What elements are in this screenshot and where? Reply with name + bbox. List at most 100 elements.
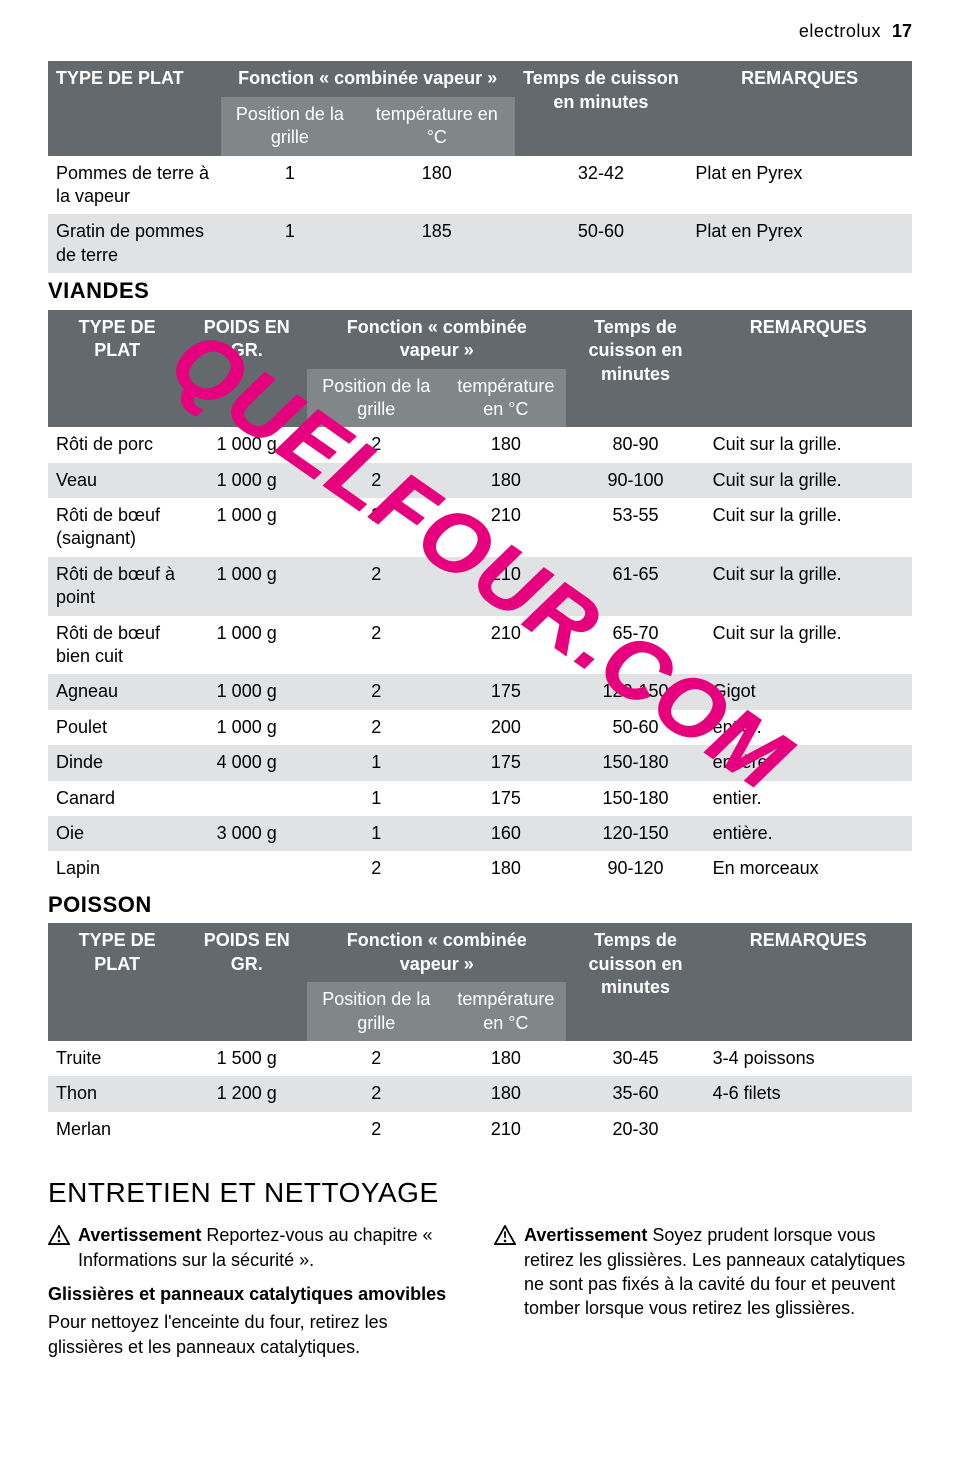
cell-weight: 1 500 g [186,1041,307,1076]
cell-type: Rôti de bœuf (saignant) [48,498,186,557]
th-weight: POIDS EN GR. [186,923,307,1041]
table-poisson: TYPE DE PLAT POIDS EN GR. Fonction « com… [48,923,912,1147]
cell-time: 120-150 [566,816,704,851]
table-row: Lapin218090-120En morceaux [48,851,912,886]
cell-temp: 180 [445,1076,566,1111]
cell-type: Dinde [48,745,186,780]
cell-rem: entière. [705,745,912,780]
cell-weight: 1 000 g [186,710,307,745]
cell-time: 90-120 [566,851,704,886]
cell-temp: 180 [359,156,515,215]
cell-temp: 180 [445,1041,566,1076]
cell-temp: 210 [445,557,566,616]
th-rem: REMARQUES [705,310,912,428]
th-time: Temps de cuisson en minutes [566,923,704,1041]
cell-time: 20-30 [566,1112,704,1147]
cell-weight: 1 000 g [186,674,307,709]
cell-rem: Cuit sur la grille. [705,427,912,462]
cell-weight: 1 200 g [186,1076,307,1111]
th-time: Temps de cuisson en minutes [515,61,688,155]
cell-temp: 210 [445,1112,566,1147]
cell-pos: 2 [307,616,445,675]
cell-pos: 2 [307,557,445,616]
cell-pos: 2 [307,1112,445,1147]
cell-time: 50-60 [515,214,688,273]
th-type: TYPE DE PLAT [48,923,186,1041]
section-viandes: VIANDES [48,277,912,306]
cell-type: Rôti de bœuf à point [48,557,186,616]
cell-time: 120-150 [566,674,704,709]
cell-temp: 210 [445,498,566,557]
warning-icon [48,1225,70,1245]
cell-rem: entier. [705,710,912,745]
brand-label: electrolux [799,21,881,41]
maintenance-right: Avertissement Soyez prudent lorsque vous… [494,1223,912,1358]
cell-rem: entière. [705,816,912,851]
cell-rem: 4-6 filets [705,1076,912,1111]
cell-temp: 175 [445,674,566,709]
cell-temp: 210 [445,616,566,675]
th-type: TYPE DE PLAT [48,310,186,428]
warn-left-text: Avertissement Reportez-vous au chapitre … [78,1223,466,1272]
cell-type: Rôti de porc [48,427,186,462]
page-header: electrolux 17 [48,20,912,43]
cell-time: 61-65 [566,557,704,616]
cell-pos: 2 [307,1041,445,1076]
cell-weight [186,851,307,886]
cell-time: 150-180 [566,781,704,816]
cell-type: Lapin [48,851,186,886]
cell-type: Veau [48,463,186,498]
table-row: Truite1 500 g218030-453-4 poissons [48,1041,912,1076]
cell-type: Merlan [48,1112,186,1147]
th-pos: Position de la grille [307,982,445,1041]
cell-time: 53-55 [566,498,704,557]
th-temp: température en °C [359,97,515,156]
table-row: Oie3 000 g1160120-150entière. [48,816,912,851]
cell-temp: 185 [359,214,515,273]
th-pos: Position de la grille [221,97,359,156]
maintenance-columns: Avertissement Reportez-vous au chapitre … [48,1223,912,1358]
maintenance-title: ENTRETIEN ET NETTOYAGE [48,1175,912,1211]
cell-weight: 1 000 g [186,616,307,675]
cell-pos: 1 [221,214,359,273]
cell-time: 90-100 [566,463,704,498]
th-func: Fonction « combinée vapeur » [221,61,515,96]
cell-pos: 1 [307,816,445,851]
table-row: Dinde4 000 g1175150-180entière. [48,745,912,780]
cell-pos: 2 [307,1076,445,1111]
cell-pos: 2 [307,710,445,745]
warn-right-text: Avertissement Soyez prudent lorsque vous… [524,1223,912,1320]
cell-type: Pommes de terre à la vapeur [48,156,221,215]
warn-bold: Avertissement [524,1225,647,1245]
cell-time: 150-180 [566,745,704,780]
cell-weight: 4 000 g [186,745,307,780]
table-row: Rôti de bœuf (saignant)1 000 g221053-55C… [48,498,912,557]
cell-rem: Plat en Pyrex [687,156,912,215]
warning-icon [494,1225,516,1245]
cell-rem: Plat en Pyrex [687,214,912,273]
table-row: Rôti de bœuf à point1 000 g221061-65Cuit… [48,557,912,616]
cell-time: 80-90 [566,427,704,462]
cell-rem: Cuit sur la grille. [705,557,912,616]
cell-type: Oie [48,816,186,851]
cell-time: 50-60 [566,710,704,745]
table-row: Agneau1 000 g2175120-150Gigot [48,674,912,709]
cell-pos: 1 [307,745,445,780]
cell-time: 65-70 [566,616,704,675]
cell-temp: 180 [445,851,566,886]
th-time: Temps de cuisson en minutes [566,310,704,428]
maintenance-left: Avertissement Reportez-vous au chapitre … [48,1223,466,1358]
cell-time: 30-45 [566,1041,704,1076]
cell-weight: 1 000 g [186,427,307,462]
table-row: Rôti de porc1 000 g218080-90Cuit sur la … [48,427,912,462]
cell-type: Truite [48,1041,186,1076]
warn-bold: Avertissement [78,1225,201,1245]
cell-rem: entier. [705,781,912,816]
cell-pos: 2 [307,463,445,498]
cell-pos: 2 [307,427,445,462]
table-row: Gratin de pommes de terre118550-60Plat e… [48,214,912,273]
th-func: Fonction « combinée vapeur » [307,923,566,982]
cell-rem: Cuit sur la grille. [705,463,912,498]
section-poisson: POISSON [48,891,912,920]
cell-rem: 3-4 poissons [705,1041,912,1076]
